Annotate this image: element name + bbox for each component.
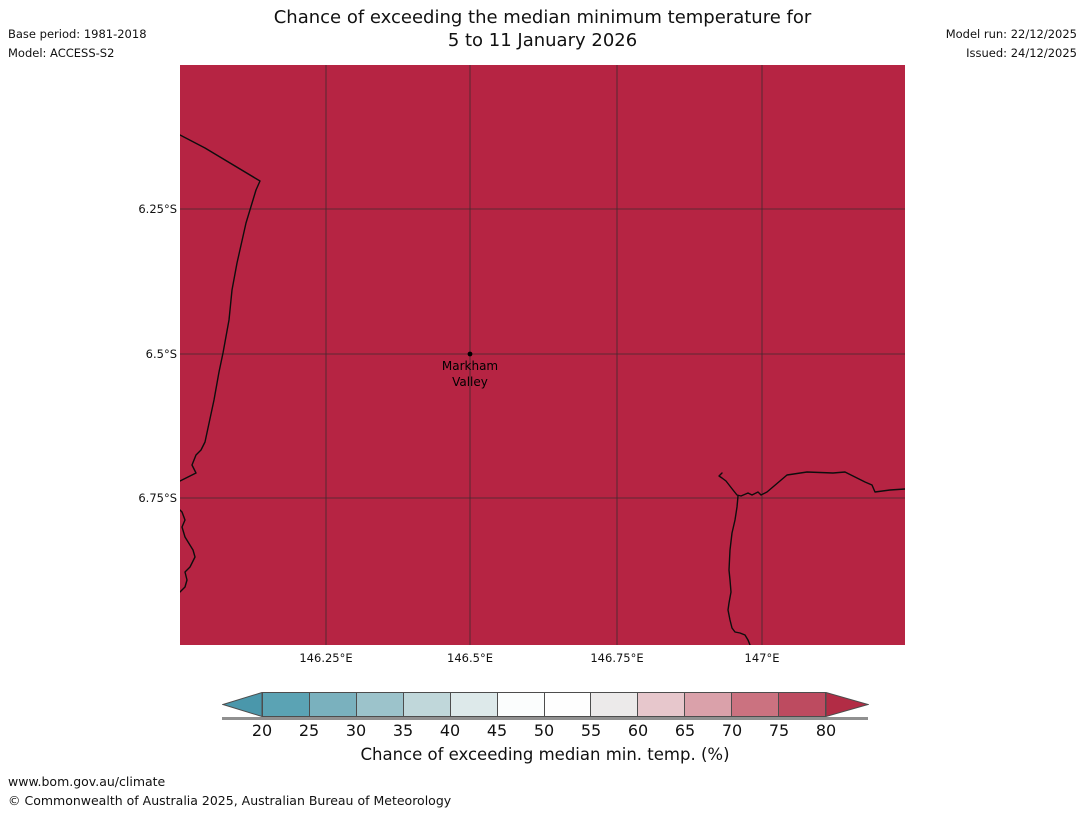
colorbar-segment	[402, 693, 450, 716]
model-run-text: Model run: 22/12/2025	[945, 27, 1077, 41]
colorbar-segment	[263, 693, 309, 716]
lon-tick-label: 146.75°E	[590, 651, 644, 665]
colorbar-tick-label: 75	[768, 721, 790, 740]
colorbar-tick-label: 45	[486, 721, 508, 740]
map-canvas: Markham Valley	[180, 65, 905, 645]
colorbar-segment	[684, 693, 732, 716]
lon-tick-label: 147°E	[744, 651, 780, 665]
colorbar	[262, 692, 826, 717]
page-title-line2: 5 to 11 January 2026	[447, 30, 638, 51]
colorbar-tick-label: 50	[533, 721, 555, 740]
colorbar-tick-label: 20	[251, 721, 273, 740]
colorbar-tick-label: 65	[674, 721, 696, 740]
colorbar-segment	[308, 693, 356, 716]
colorbar-baseline	[222, 717, 868, 720]
footer-url: www.bom.gov.au/climate	[8, 774, 166, 789]
colorbar-segment	[449, 693, 497, 716]
colorbar-label: Chance of exceeding median min. temp. (%…	[360, 745, 730, 764]
colorbar-tick-label: 40	[439, 721, 461, 740]
page-title: Chance of exceeding the median minimum t…	[0, 6, 1085, 52]
page-title-line1: Chance of exceeding the median minimum t…	[273, 7, 812, 28]
colorbar-segment	[731, 693, 779, 716]
coastline-west	[180, 134, 261, 482]
location-label-line1: Markham	[441, 359, 499, 373]
colorbar-segment	[637, 693, 685, 716]
lon-tick-label: 146.25°E	[299, 651, 353, 665]
colorbar-tick-label: 25	[298, 721, 320, 740]
footer-copyright: © Commonwealth of Australia 2025, Austra…	[8, 793, 452, 808]
meta-right: Model run: 22/12/2025 Issued: 24/12/2025	[946, 25, 1077, 63]
colorbar-segment	[496, 693, 544, 716]
coastline-southwest	[180, 509, 196, 593]
colorbar-segment	[543, 693, 591, 716]
meta-left: Base period: 1981-2018 Model: ACCESS-S2	[8, 25, 147, 63]
colorbar-tick-label: 55	[580, 721, 602, 740]
lat-tick-label: 6.5°S	[145, 347, 177, 361]
lon-tick-label: 146.5°E	[447, 651, 493, 665]
location-label-line2: Valley	[452, 374, 488, 389]
coastline-svg	[180, 65, 905, 645]
coastline-east-branch	[727, 495, 751, 645]
issued-text: Issued: 24/12/2025	[966, 46, 1077, 60]
colorbar-tick-label: 80	[815, 721, 837, 740]
colorbar-right-arrow	[826, 692, 869, 717]
coastline-group	[180, 134, 905, 645]
gridlines	[180, 65, 905, 645]
colorbar-segment	[778, 693, 826, 716]
colorbar-segment	[355, 693, 403, 716]
model-text: Model: ACCESS-S2	[8, 46, 115, 60]
lat-tick-label: 6.75°S	[138, 491, 177, 505]
colorbar-tick-label: 30	[345, 721, 367, 740]
colorbar-tick-label: 70	[721, 721, 743, 740]
base-period-text: Base period: 1981-2018	[8, 27, 147, 41]
lat-tick-label: 6.25°S	[138, 202, 177, 216]
colorbar-segment	[590, 693, 638, 716]
colorbar-left-arrow	[222, 692, 263, 717]
colorbar-tick-label: 60	[627, 721, 649, 740]
location-marker-dot	[467, 351, 473, 357]
colorbar-tick-label: 35	[392, 721, 414, 740]
coastline-east	[718, 471, 905, 497]
